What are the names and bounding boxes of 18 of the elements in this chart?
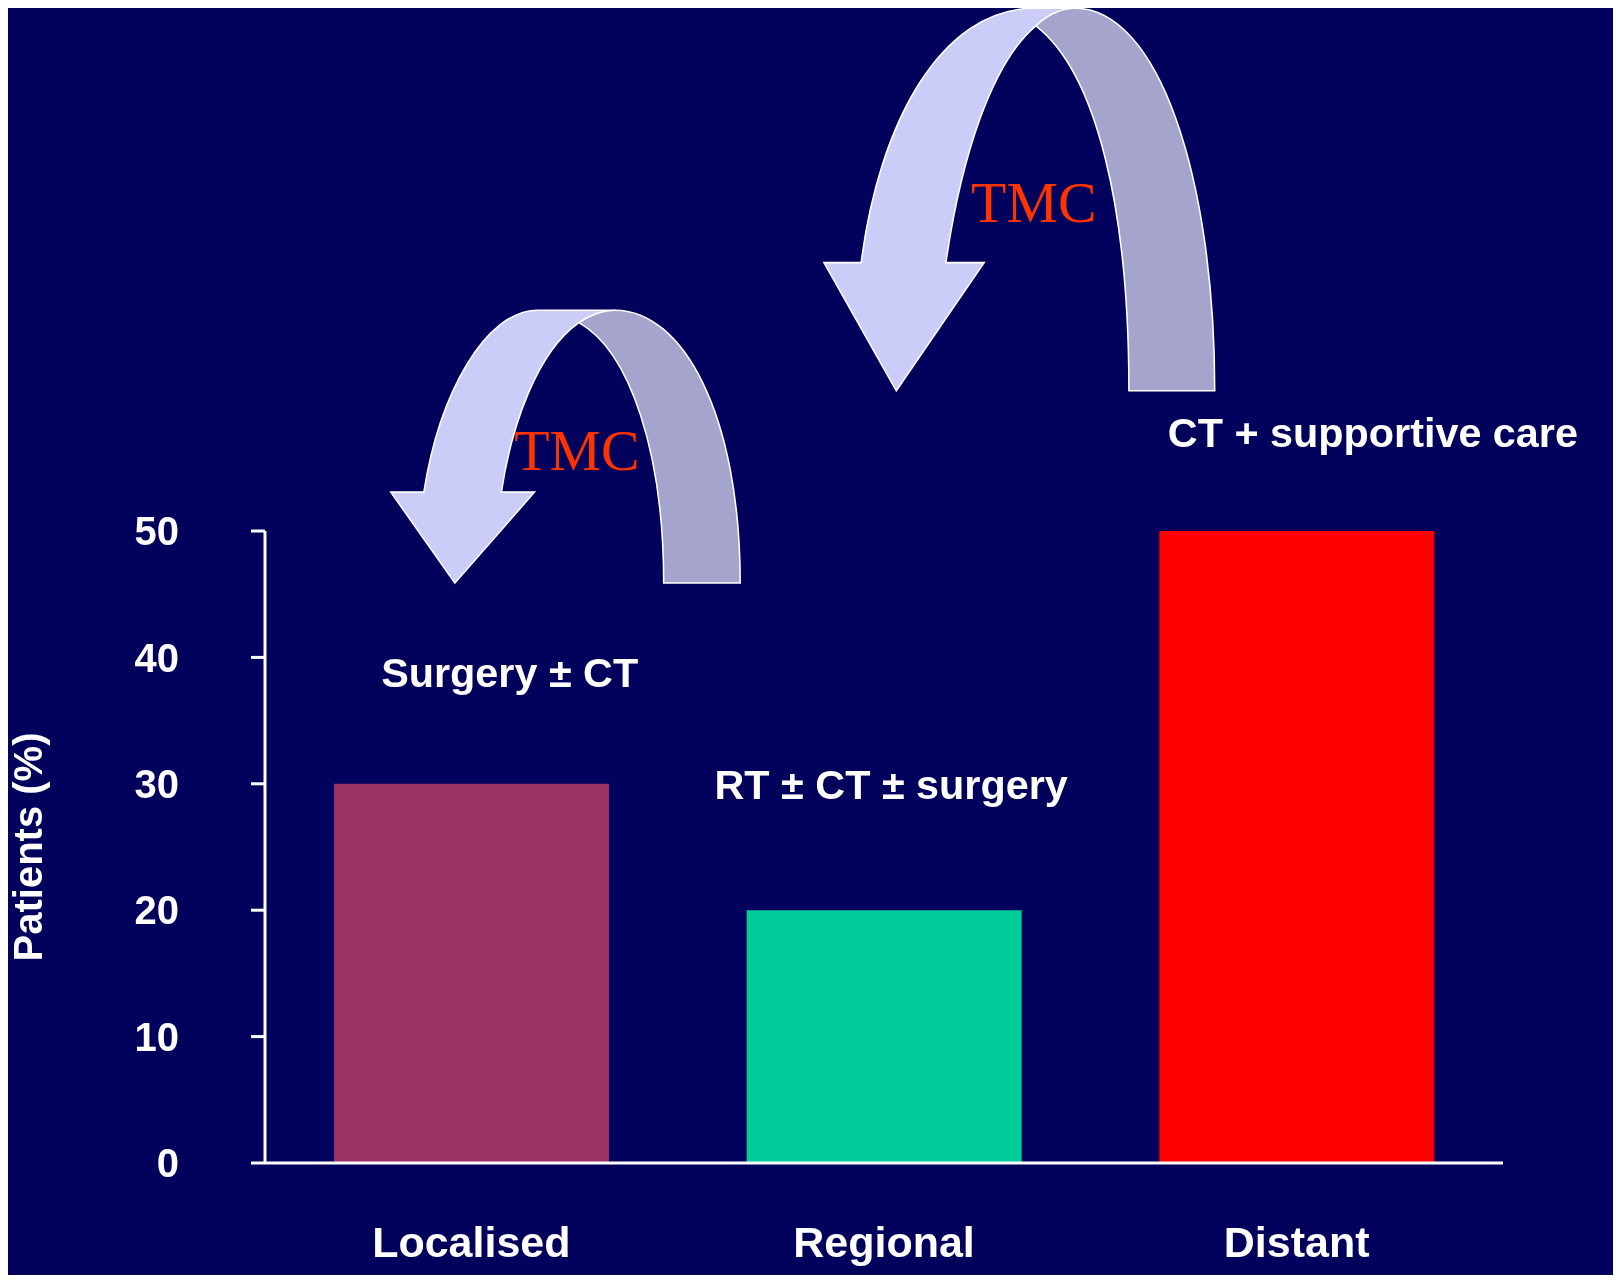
y-tick-label: 50 <box>134 509 179 554</box>
annotation: RT ± CT ± surgery <box>714 762 1068 809</box>
bar <box>334 783 609 1163</box>
y-axis-title: Patients (%) <box>6 732 51 962</box>
text: TMC <box>971 170 1097 236</box>
x-tick-label: Localised <box>372 1217 571 1266</box>
x-tick-label: Regional <box>793 1217 975 1266</box>
bar <box>1159 531 1435 1163</box>
text: TMC <box>514 418 640 484</box>
y-tick-label: 20 <box>134 888 179 933</box>
annotation: Surgery ± CT <box>381 650 639 697</box>
x-tick-label: Distant <box>1223 1217 1370 1266</box>
bar <box>746 910 1022 1163</box>
y-tick-label: 0 <box>156 1141 179 1186</box>
y-tick-label: 40 <box>134 635 179 680</box>
text: CT + supportive care <box>1167 409 1578 456</box>
y-tick-label: 10 <box>134 1014 179 1059</box>
y-tick-label: 30 <box>134 762 179 806</box>
